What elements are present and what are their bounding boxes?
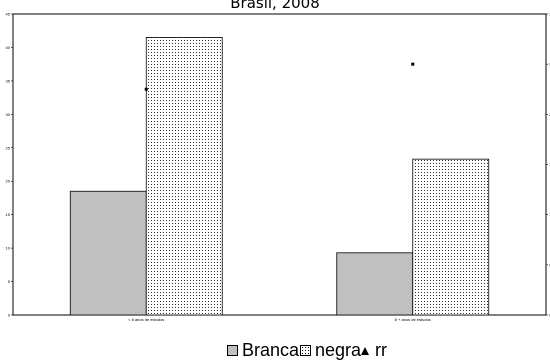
legend-label-rr: rr (375, 340, 387, 360)
marker-rr (411, 62, 415, 66)
y-tick-label: 30 (6, 112, 11, 117)
y-tick-label: 20 (6, 179, 11, 184)
y-tick-label: 15 (6, 212, 11, 217)
legend-swatch-branca (227, 345, 238, 356)
legend-item-negra: negra (300, 340, 361, 361)
y-tick-label: 25 (6, 145, 11, 150)
y-tick-label: 5 (8, 279, 11, 284)
y-tick-label: 45 (6, 12, 11, 17)
chart: Brasil, 2008 05101520253035404500.511.52… (6, 0, 550, 323)
bar-branca (69, 190, 147, 316)
plot-area: 05101520253035404500.511.522.53< 8 anos … (6, 12, 550, 323)
legend: Branca negra rr (0, 340, 550, 360)
x-category-label: 8 + anos de estudos (395, 317, 431, 322)
y-tick-label: 35 (6, 78, 11, 83)
legend-swatch-negra (300, 345, 311, 356)
legend-item-rr: rr (361, 340, 387, 361)
bar-negra (412, 158, 490, 316)
y-tick-label: 10 (6, 246, 11, 251)
y-tick-label: 0 (8, 313, 11, 318)
legend-label-negra: negra (315, 340, 362, 360)
chart-title: Brasil, 2008 (230, 0, 320, 12)
marker-rr (144, 87, 148, 91)
bar-branca (336, 252, 414, 316)
legend-label-branca: Branca (242, 340, 300, 360)
x-category-label: < 8 anos de estudos (128, 317, 164, 322)
y-tick-label: 40 (6, 45, 11, 50)
bar-negra (145, 37, 223, 316)
legend-item-branca: Branca (227, 340, 299, 361)
legend-triangle-icon (361, 346, 369, 355)
